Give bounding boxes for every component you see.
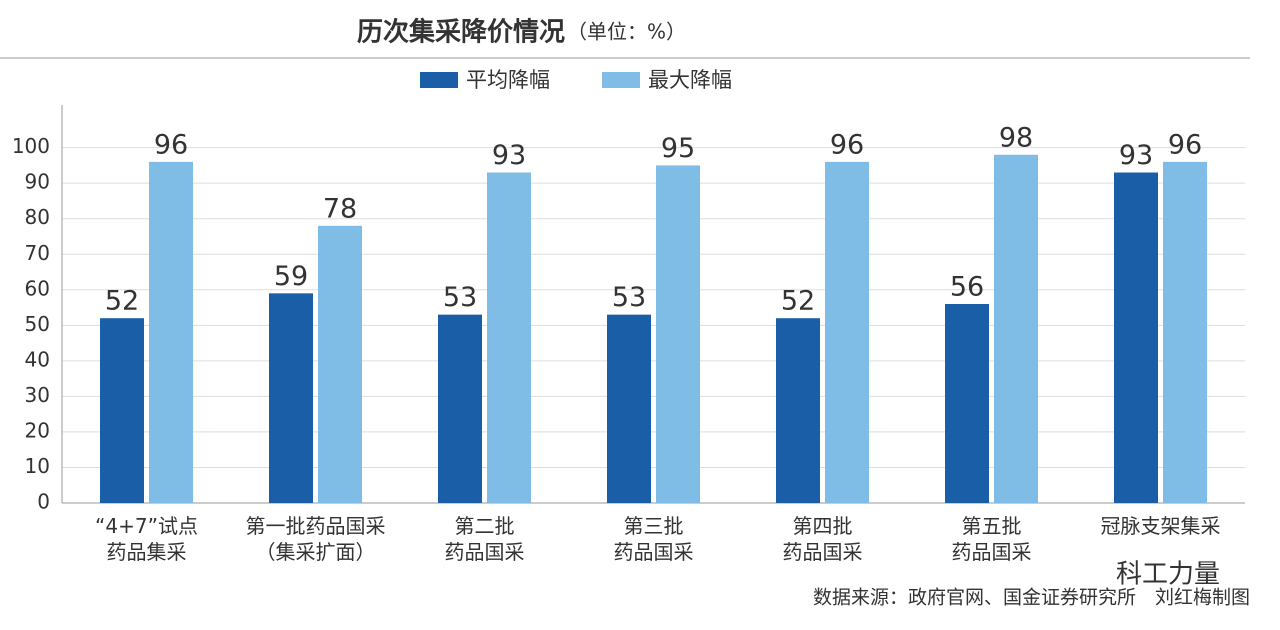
x-tick-label: 第四批药品国采 [783, 514, 863, 564]
value-label: 56 [950, 272, 984, 303]
bar [438, 314, 482, 503]
value-label: 98 [999, 122, 1033, 153]
x-tick-label: 第五批药品国采 [952, 514, 1032, 564]
x-tick-label: 第三批药品国采 [614, 514, 694, 564]
x-tick-label: 第二批药品国采 [445, 514, 525, 564]
legend-label: 最大降幅 [648, 68, 732, 92]
chart-title: 历次集采降价情况 [357, 17, 565, 48]
value-label: 53 [443, 282, 477, 313]
bar [149, 161, 193, 503]
bar [487, 172, 531, 503]
y-tick-label: 40 [25, 347, 50, 371]
legend-swatch [602, 72, 640, 88]
bar [1114, 172, 1158, 503]
watermark: 科工力量 [1116, 560, 1220, 590]
y-tick-label: 50 [25, 312, 50, 336]
source-note: 数据来源：政府官网、国金证券研究所 刘红梅制图 [813, 587, 1250, 609]
value-label: 96 [1168, 129, 1202, 160]
value-label: 95 [661, 133, 695, 164]
bar [825, 161, 869, 503]
value-label: 78 [323, 193, 357, 224]
y-tick-label: 90 [25, 170, 50, 194]
value-label: 93 [1119, 140, 1153, 171]
value-label: 96 [154, 129, 188, 160]
bar [269, 293, 313, 503]
value-label: 52 [781, 286, 815, 317]
legend-swatch [420, 72, 458, 88]
y-tick-label: 80 [25, 205, 50, 229]
y-tick-label: 100 [12, 134, 50, 158]
bar [100, 318, 144, 503]
y-tick-label: 0 [37, 490, 50, 514]
value-label: 53 [612, 282, 646, 313]
x-tick-label: 冠脉支架集采 [1101, 514, 1221, 538]
y-tick-label: 30 [25, 383, 50, 407]
value-label: 96 [830, 129, 864, 160]
bar [656, 165, 700, 504]
x-tick-label: “4+7”试点药品集采 [95, 514, 198, 564]
bar [945, 304, 989, 503]
chart-subtitle: （单位：%） [567, 20, 686, 44]
bar [776, 318, 820, 503]
value-label: 93 [492, 140, 526, 171]
bar [994, 154, 1038, 503]
bar [318, 225, 362, 504]
y-tick-label: 70 [25, 241, 50, 265]
bar [1163, 161, 1207, 503]
value-label: 52 [105, 286, 139, 317]
y-tick-label: 10 [25, 454, 50, 478]
bar [607, 314, 651, 503]
legend-label: 平均降幅 [466, 68, 550, 92]
x-tick-label: 第一批药品国采（集采扩面） [246, 514, 386, 564]
y-tick-label: 20 [25, 418, 50, 442]
y-tick-label: 60 [25, 276, 50, 300]
value-label: 59 [274, 261, 308, 292]
